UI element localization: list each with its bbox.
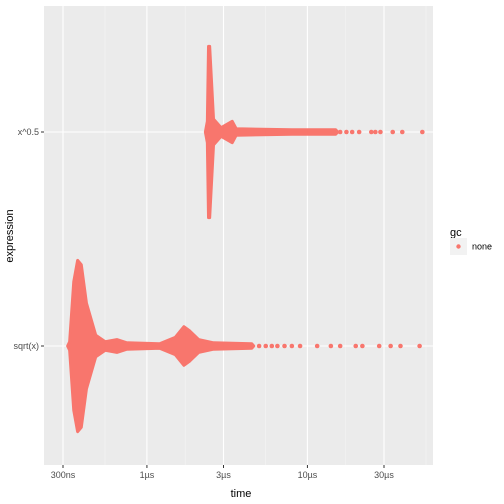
- outlier-point: [263, 343, 269, 349]
- x-tick-label: 10µs: [298, 470, 318, 480]
- outlier-point: [373, 129, 378, 135]
- outlier-point: [399, 129, 405, 135]
- y-tick-label: sqrt(x): [14, 341, 40, 351]
- y-tick-label: x^0.5: [18, 127, 39, 137]
- violin-x-0-5: [203, 44, 340, 220]
- minor-gridlines: [104, 6, 427, 465]
- outlier-point: [398, 343, 403, 349]
- outlier-point: [360, 343, 365, 349]
- outlier-point: [388, 343, 393, 349]
- outlier-point: [289, 343, 295, 349]
- outlier-point: [378, 129, 383, 135]
- y-axis: sqrt(x) x^0.5: [14, 127, 44, 351]
- outlier-point: [314, 343, 320, 349]
- outlier-point: [349, 129, 355, 135]
- x-axis-title: time: [231, 488, 252, 500]
- x-tick-label: 1µs: [140, 470, 155, 480]
- outlier-point: [356, 129, 362, 135]
- legend-title: gc: [450, 227, 462, 239]
- outlier-point: [344, 129, 349, 135]
- outlier-point: [353, 343, 359, 349]
- data-marks: [66, 44, 425, 434]
- outlier-point: [376, 343, 382, 349]
- outlier-point: [282, 343, 287, 349]
- outlier-point: [269, 343, 275, 349]
- x-axis: 300ns 1µs 3µs 10µs 30µs: [51, 465, 394, 480]
- legend: gc none: [450, 227, 492, 255]
- x-tick-label: 3µs: [216, 470, 231, 480]
- outlier-point: [337, 343, 343, 349]
- outlier-point: [275, 343, 280, 349]
- legend-label-none: none: [472, 242, 492, 252]
- outlier-point: [390, 129, 396, 135]
- outlier-point: [256, 343, 262, 349]
- x-tick-label: 300ns: [51, 470, 76, 480]
- outlier-point: [297, 343, 303, 349]
- y-axis-title: expression: [4, 209, 16, 262]
- plot-panel: [44, 6, 433, 465]
- outlier-point: [420, 129, 425, 135]
- outlier-point: [368, 129, 374, 135]
- x-tick-label: 30µs: [374, 470, 394, 480]
- outlier-point: [337, 129, 343, 135]
- violin-sqrt-x-: [66, 258, 256, 434]
- outlier-point: [417, 343, 422, 349]
- outlier-point: [328, 343, 334, 349]
- legend-key-dot: [456, 244, 461, 249]
